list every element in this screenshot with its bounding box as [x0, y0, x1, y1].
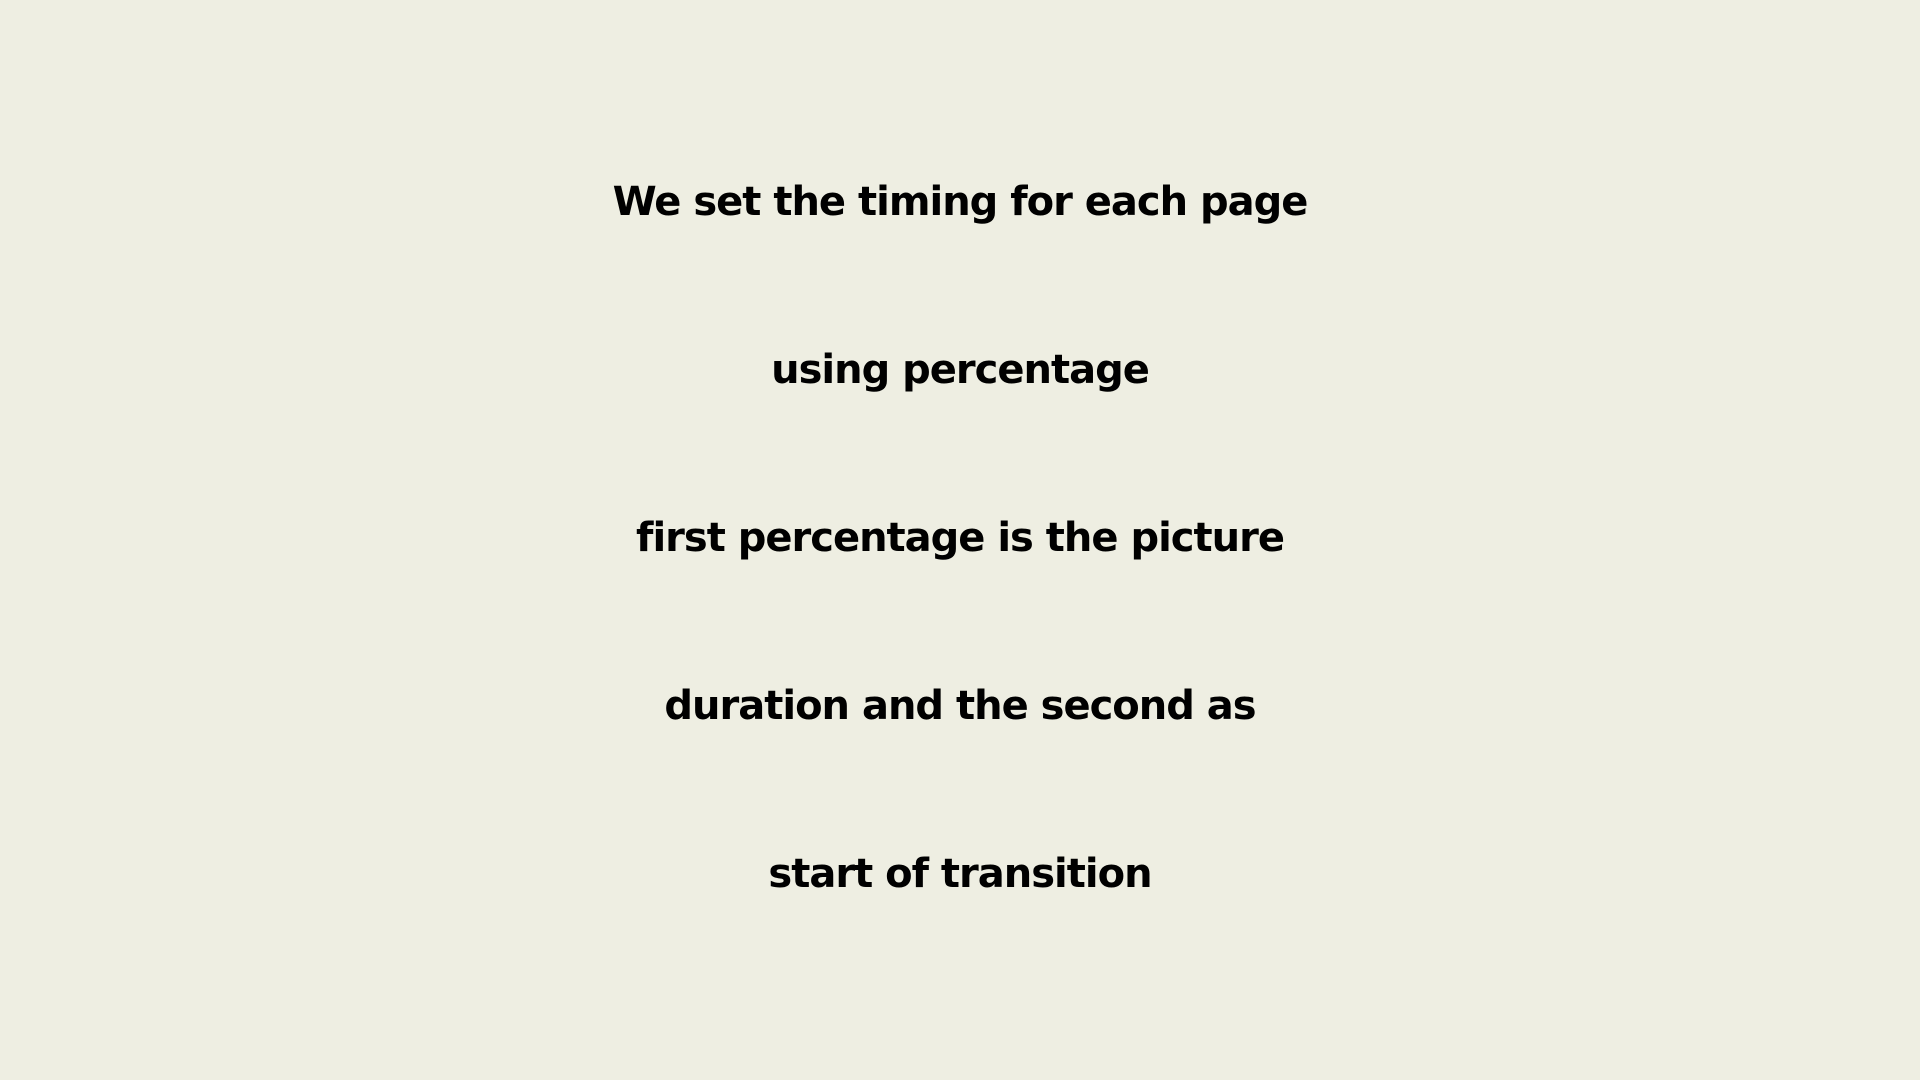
text-line-2: using percentage — [771, 347, 1150, 393]
text-line-4: duration and the second as — [664, 683, 1256, 729]
text-line-3: first percentage is the picture — [636, 515, 1285, 561]
text-line-1: We set the timing for each page — [612, 179, 1309, 225]
text-line-5: start of transition — [768, 851, 1152, 897]
